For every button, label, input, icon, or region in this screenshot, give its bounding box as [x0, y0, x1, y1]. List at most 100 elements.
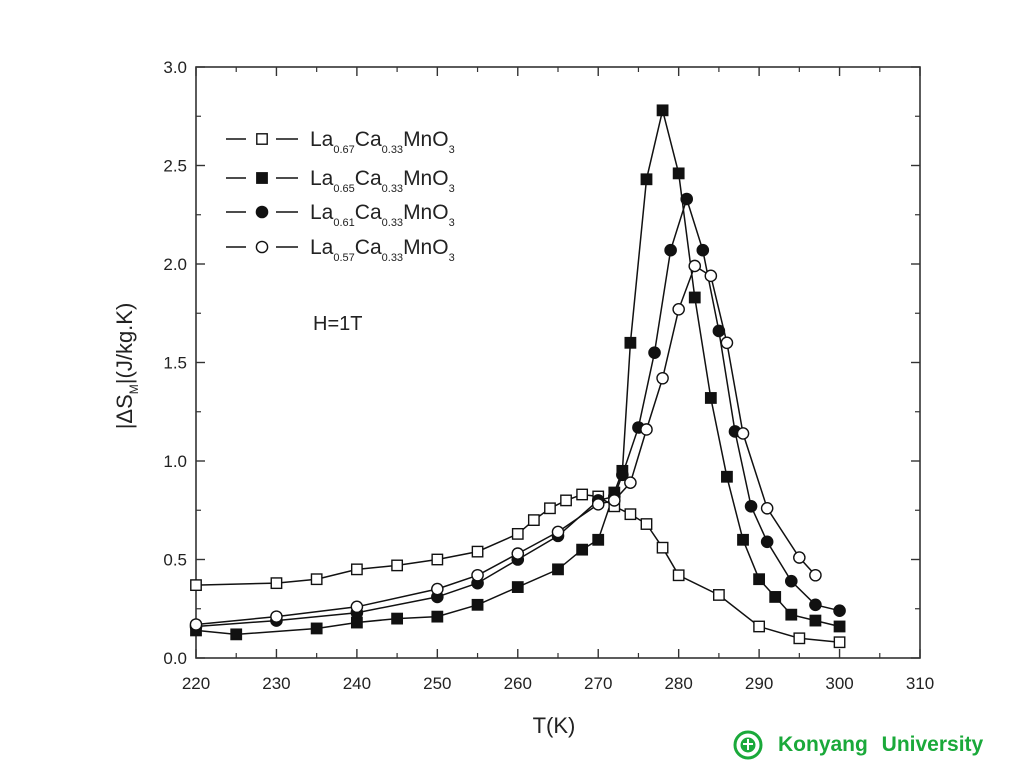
data-point — [680, 192, 694, 206]
data-point — [712, 324, 726, 338]
series-line-2 — [195, 110, 840, 636]
data-point — [769, 591, 782, 603]
data-point — [720, 336, 734, 350]
data-point — [656, 104, 669, 117]
y-axis-label-suffix: |(J/kg.K) — [112, 303, 137, 385]
data-point — [511, 527, 524, 540]
data-point — [656, 541, 669, 554]
data-point — [471, 545, 484, 558]
series-markers — [189, 104, 846, 649]
series-lines — [195, 110, 840, 643]
data-point — [672, 569, 685, 582]
data-point — [640, 173, 653, 186]
x-tick-label: 280 — [664, 674, 692, 693]
data-point — [672, 167, 685, 180]
y-axis-label-main: |ΔS — [112, 394, 137, 429]
legend-item: La0.61Ca0.33MnO3 — [226, 201, 455, 229]
data-point — [648, 346, 661, 359]
data-point — [624, 476, 637, 489]
legend-label: La0.61Ca0.33MnO3 — [310, 201, 455, 229]
y-axis: 0.0 0.5 1.0 1.5 2.0 2.5 3.0 — [163, 58, 920, 668]
data-point — [527, 514, 540, 527]
legend-label: La0.67Ca0.33MnO3 — [310, 128, 455, 156]
x-tick-label: 300 — [825, 674, 853, 693]
data-point — [270, 610, 283, 623]
data-point — [696, 243, 710, 257]
y-tick-label: 1.5 — [163, 354, 187, 373]
y-tick-label: 3.0 — [163, 58, 187, 77]
data-point — [793, 632, 806, 645]
data-point — [431, 610, 444, 623]
data-point — [576, 488, 589, 501]
data-point — [552, 563, 564, 576]
legend-item: La0.67Ca0.33MnO3 — [226, 128, 455, 156]
data-point — [736, 427, 750, 440]
x-tick-label: 220 — [182, 674, 210, 693]
x-tick-label: 240 — [343, 674, 371, 693]
y-tick-label: 0.5 — [163, 551, 187, 570]
data-point — [664, 243, 677, 257]
y-tick-label: 2.0 — [163, 255, 187, 274]
y-axis-label-sub: M — [127, 384, 141, 394]
legend: La0.67Ca0.33MnO3 La0.65Ca0.33MnO3 La0.61Ca… — [226, 128, 455, 264]
data-point — [431, 582, 444, 596]
data-point — [471, 568, 484, 582]
data-point — [544, 502, 556, 515]
data-point — [760, 535, 774, 549]
data-point — [784, 574, 798, 588]
data-point — [431, 553, 444, 566]
legend-label: La0.57Ca0.33MnO3 — [310, 236, 455, 264]
data-point — [688, 291, 701, 304]
data-point — [624, 336, 637, 349]
data-point — [511, 547, 525, 560]
y-tick-label: 1.0 — [163, 452, 187, 471]
field-annotation: H=1T — [313, 313, 362, 335]
data-point — [737, 533, 749, 546]
data-point — [785, 608, 798, 621]
university-seal-icon — [733, 730, 763, 760]
x-tick-label: 290 — [745, 674, 773, 693]
data-point — [753, 620, 766, 633]
data-point — [592, 533, 605, 546]
x-tick-label: 250 — [423, 674, 451, 693]
data-point — [624, 508, 637, 521]
data-point — [310, 573, 323, 586]
x-tick-label: 230 — [262, 674, 290, 693]
data-point — [793, 551, 806, 564]
data-point — [511, 581, 524, 593]
data-point — [809, 614, 822, 627]
legend-item: La0.65Ca0.33MnO3 — [226, 167, 455, 195]
legend-marker — [256, 133, 268, 145]
data-point — [350, 563, 363, 576]
x-axis-label: T(K) — [533, 713, 576, 738]
x-tick-label: 270 — [584, 674, 612, 693]
footer: Konyang University — [732, 728, 1012, 762]
legend-item: La0.57Ca0.33MnO3 — [226, 236, 455, 264]
y-axis-label: |ΔSM|(J/kg.K) — [112, 303, 141, 430]
data-point — [189, 618, 203, 631]
data-point — [640, 518, 653, 530]
data-point — [833, 620, 846, 633]
legend-marker — [255, 205, 269, 219]
data-point — [760, 501, 774, 515]
data-point — [753, 573, 766, 586]
data-point — [704, 269, 718, 283]
data-point — [809, 568, 822, 582]
series-line-1 — [195, 493, 840, 643]
data-point — [656, 371, 669, 385]
x-tick-label: 310 — [906, 674, 934, 693]
legend-marker — [256, 172, 268, 184]
data-point — [560, 494, 572, 507]
data-point — [712, 589, 725, 601]
data-point — [471, 598, 484, 611]
data-point — [744, 500, 758, 513]
data-point — [640, 423, 653, 436]
data-point — [391, 559, 404, 572]
data-point — [721, 470, 733, 483]
x-axis: 220 230 240 250 260 270 280 290 300 310 — [182, 67, 934, 693]
data-point — [230, 628, 243, 641]
data-point — [576, 543, 589, 556]
data-point — [704, 392, 717, 404]
data-point — [551, 525, 565, 539]
series-line-3 — [195, 196, 840, 628]
